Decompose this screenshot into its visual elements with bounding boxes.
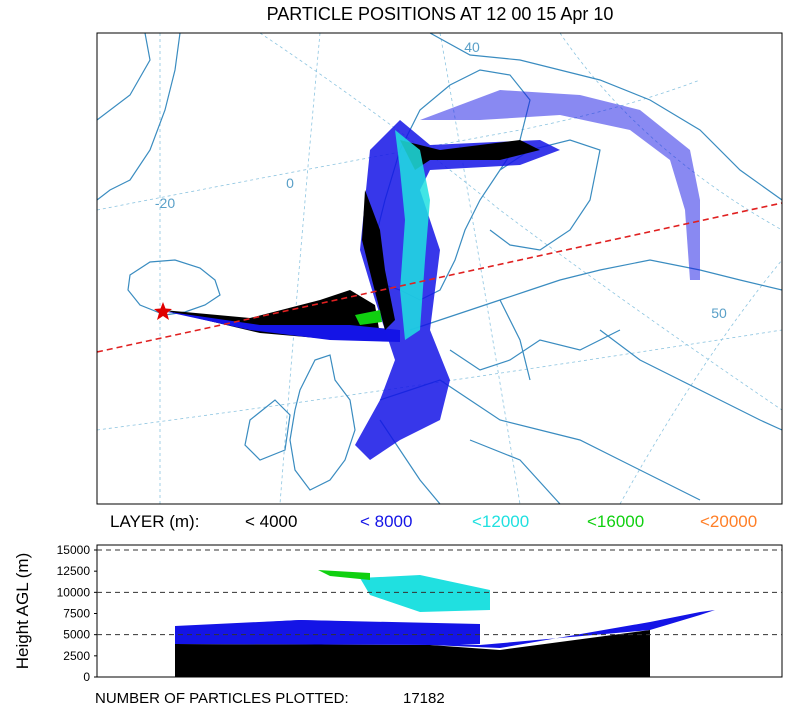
legend-entry: <12000 bbox=[472, 512, 529, 531]
y-axis-label: Height AGL (m) bbox=[13, 553, 32, 670]
grid-label: -20 bbox=[155, 195, 175, 211]
legend-entry: <16000 bbox=[587, 512, 644, 531]
y-tick-label: 15000 bbox=[57, 543, 91, 557]
height-panel: Height AGL (m) 0 2500 5000 7500 10000 12500 15… bbox=[13, 543, 783, 684]
y-tick-label: 0 bbox=[83, 670, 90, 684]
legend-entry: <20000 bbox=[700, 512, 757, 531]
legend: LAYER (m): < 4000 < 8000 <12000 <16000 <2000… bbox=[110, 512, 757, 531]
grid-label: 0 bbox=[286, 175, 294, 191]
legend-entry: < 8000 bbox=[360, 512, 412, 531]
footer-label: NUMBER OF PARTICLES PLOTTED: bbox=[95, 690, 349, 707]
y-tick-label: 12500 bbox=[57, 564, 91, 578]
grid-label: 40 bbox=[464, 39, 480, 55]
y-tick-label: 5000 bbox=[63, 628, 90, 642]
y-tick-label: 10000 bbox=[57, 585, 91, 599]
grid-label: 50 bbox=[711, 305, 727, 321]
map: 40 0 -20 50 bbox=[96, 32, 783, 505]
legend-entry: < 4000 bbox=[245, 512, 297, 531]
particle-count: 17182 bbox=[403, 690, 445, 707]
title: PARTICLE POSITIONS AT 12 00 15 Apr 10 bbox=[267, 4, 614, 24]
map-frame bbox=[96, 32, 783, 505]
y-tick-label: 7500 bbox=[63, 607, 90, 621]
y-tick-label: 2500 bbox=[63, 649, 90, 663]
legend-label: LAYER (m): bbox=[110, 512, 199, 531]
